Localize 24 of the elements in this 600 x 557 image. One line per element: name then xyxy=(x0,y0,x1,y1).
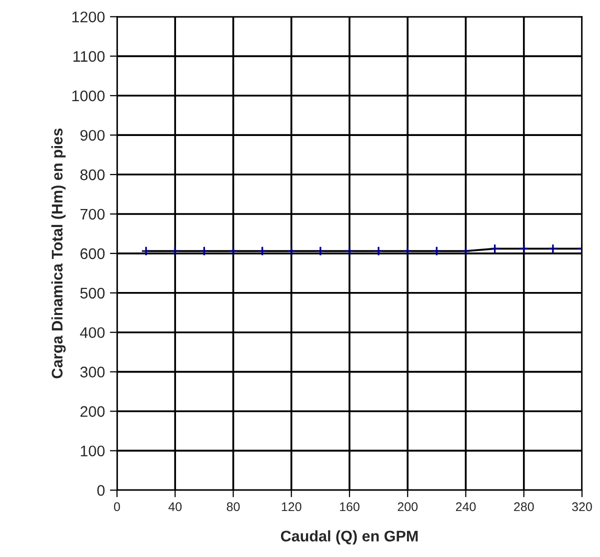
y-tick-label: 800 xyxy=(80,169,105,180)
x-tick-label: 0 xyxy=(114,502,120,512)
x-tick-label: 240 xyxy=(456,502,476,512)
y-tick-label: 100 xyxy=(80,446,105,456)
y-axis-title: Carga Dinamica Total (Hm) en pies xyxy=(51,128,66,378)
y-tick-label: 500 xyxy=(80,288,105,299)
x-tick-label: 160 xyxy=(340,502,360,512)
y-tick-label: 1200 xyxy=(72,12,105,22)
y-tick-label: 600 xyxy=(80,248,105,260)
x-axis-title: Caudal (Q) en GPM xyxy=(280,530,418,545)
y-tick-label: 0 xyxy=(97,485,105,496)
x-tick-label: 120 xyxy=(282,502,302,512)
y-tick-label: 200 xyxy=(80,406,105,417)
y-tick-label: 300 xyxy=(80,366,105,378)
x-tick-label: 40 xyxy=(168,502,182,512)
y-tick-label: 1000 xyxy=(72,90,105,102)
x-tick-label: 200 xyxy=(398,502,418,512)
y-tick-label: 900 xyxy=(80,130,105,141)
x-tick-label: 320 xyxy=(572,502,592,512)
y-tick-label: 1100 xyxy=(74,51,105,62)
y-tick-label: 700 xyxy=(80,208,105,220)
x-tick-label: 80 xyxy=(226,502,240,512)
x-tick-label: 280 xyxy=(514,502,534,512)
y-tick-label: 400 xyxy=(80,327,105,338)
